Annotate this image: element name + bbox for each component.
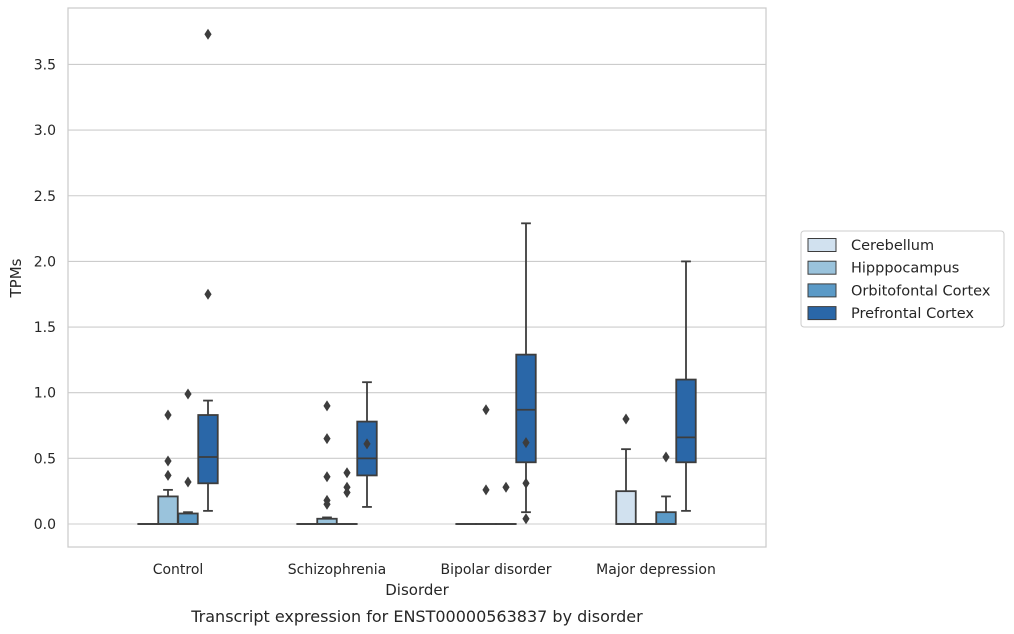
- box-1-4: [615, 413, 637, 525]
- outlier-point: [662, 451, 670, 463]
- box-body: [655, 511, 677, 525]
- y-tick-label: 2.0: [34, 254, 56, 270]
- outlier-point: [343, 467, 351, 479]
- outlier-point: [622, 413, 630, 425]
- outlier-point: [522, 513, 530, 525]
- legend-swatch: [807, 260, 837, 275]
- outlier-point: [343, 481, 351, 493]
- legend-swatch: [807, 306, 837, 321]
- x-tick-label: Major depression: [596, 562, 716, 578]
- outlier-point: [184, 476, 192, 488]
- y-tick-label: 1.5: [34, 320, 56, 336]
- x-tick-label: Schizophrenia: [288, 562, 386, 578]
- box-3-4: [655, 451, 677, 525]
- box-4-3: [515, 222, 537, 525]
- chart-caption: Transcript expression for ENST0000056383…: [190, 607, 643, 626]
- legend-label: Prefrontal Cortex: [851, 306, 974, 322]
- x-tick-label: Bipolar disorder: [440, 562, 551, 578]
- outlier-point: [184, 388, 192, 400]
- outlier-point: [522, 437, 530, 449]
- y-tick-labels: 0.0 0.5 1.0 1.5 2.0 2.5 3.0 3.5: [34, 57, 56, 533]
- outlier-point: [502, 481, 510, 493]
- legend-label: Orbitofontal Cortex: [851, 283, 991, 299]
- legend-label: Cerebellum: [851, 238, 934, 254]
- box-4-2: [356, 381, 378, 508]
- y-tick-label: 0.5: [34, 451, 56, 467]
- outlier-point: [363, 438, 371, 450]
- box-body: [615, 490, 637, 525]
- box-2-1: [157, 409, 179, 525]
- legend-swatch: [807, 238, 837, 252]
- outlier-point: [323, 400, 331, 412]
- box-body: [157, 495, 179, 525]
- y-tick-label: 0.0: [34, 517, 56, 533]
- x-tick-labels: Control Schizophrenia Bipolar disorder Majo…: [153, 562, 716, 578]
- box-3-3: [495, 481, 517, 525]
- legend: Cerebellum Hipppocampus Orbitofontal Corte…: [800, 230, 1005, 328]
- outlier-point: [522, 477, 530, 489]
- box-4-1: [197, 28, 219, 512]
- outlier-point: [164, 409, 172, 421]
- x-tick-label: Control: [153, 562, 204, 578]
- box-2-2: [316, 400, 338, 525]
- y-tick-label: 3.0: [34, 123, 56, 139]
- outlier-point: [482, 404, 490, 416]
- outlier-point: [482, 484, 490, 496]
- outlier-point: [323, 494, 331, 506]
- box-3-2: [336, 467, 358, 525]
- box-body: [177, 512, 199, 525]
- outlier-point: [164, 469, 172, 481]
- outlier-point: [164, 455, 172, 467]
- box-2-3: [475, 404, 497, 525]
- legend-frame: [800, 230, 1005, 328]
- outlier-point: [323, 433, 331, 445]
- boxes-layer: [137, 28, 697, 525]
- outlier-point: [204, 288, 212, 300]
- y-tick-label: 2.5: [34, 189, 56, 205]
- plot-frame: [67, 7, 767, 548]
- outlier-point: [323, 471, 331, 483]
- box-body: [515, 353, 537, 464]
- y-tick-label: 3.5: [34, 57, 56, 73]
- box-body: [197, 414, 219, 485]
- y-tick-label: 1.0: [34, 386, 56, 402]
- x-axis-title: Disorder: [385, 581, 449, 599]
- box-4-4: [675, 260, 697, 512]
- legend-swatch: [807, 283, 837, 298]
- box-3-1: [177, 388, 199, 525]
- y-axis-title: TPMs: [7, 258, 25, 298]
- box-body: [675, 378, 697, 464]
- outlier-point: [204, 28, 212, 40]
- legend-label: Hipppocampus: [851, 261, 959, 277]
